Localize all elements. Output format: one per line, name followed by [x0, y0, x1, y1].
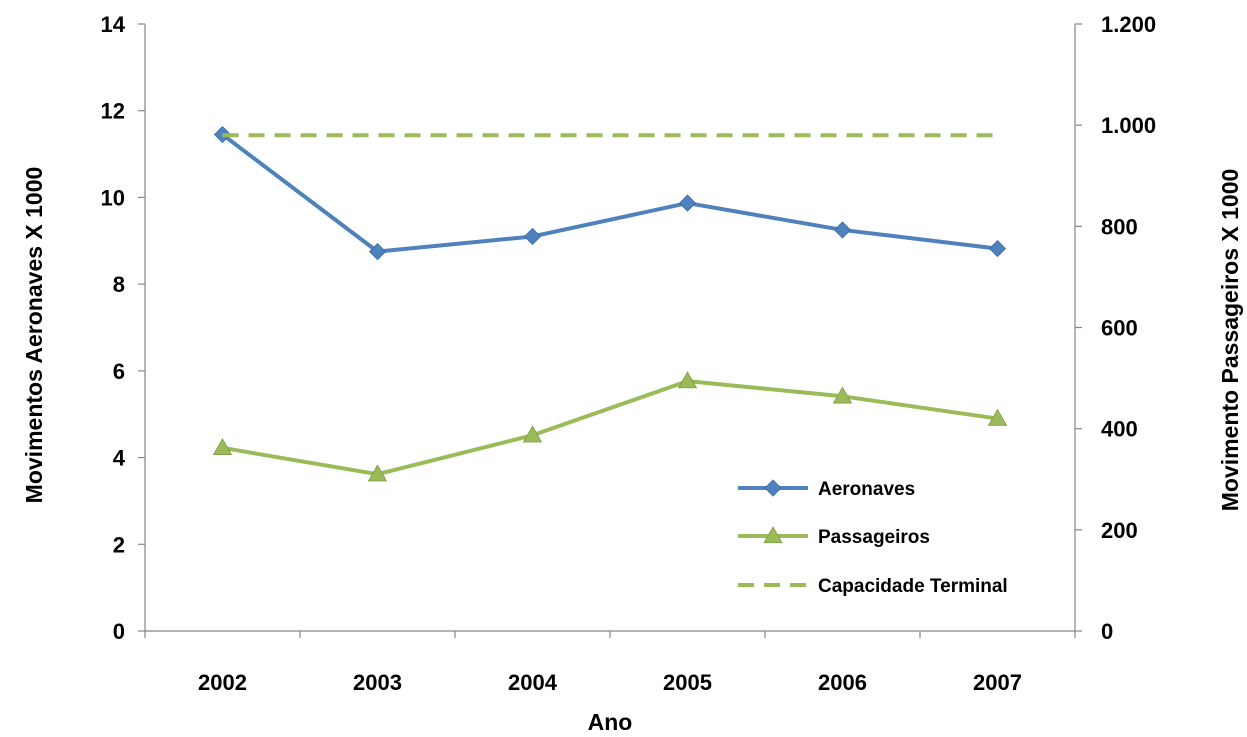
legend: Aeronaves Passageiros Capacidade Terminal [738, 479, 1008, 597]
left-tick-label: 14 [101, 12, 126, 37]
right-axis-ticks: 0 200 400 600 800 1.000 1.200 [1075, 12, 1156, 644]
series-layer [212, 125, 1008, 482]
x-axis-ticks: 2002 2003 2004 2005 2006 2007 [144, 631, 1076, 695]
x-axis-title: Ano [588, 709, 633, 735]
right-tick-label: 0 [1101, 619, 1113, 644]
legend-item: Passageiros [738, 526, 930, 548]
legend-item: Aeronaves [738, 479, 915, 500]
left-tick-label: 4 [113, 446, 126, 471]
series-aeronaves [213, 125, 1007, 261]
diamond-marker [368, 243, 387, 261]
legend-label: Passageiros [818, 527, 930, 548]
triangle-marker [677, 371, 698, 389]
triangle-marker [522, 425, 543, 443]
left-tick-label: 12 [101, 99, 125, 124]
triangle-marker [763, 526, 783, 544]
triangle-marker [367, 464, 388, 482]
triangle-marker [832, 386, 853, 404]
x-tick-label: 2004 [508, 670, 558, 695]
right-axis-title: Movimento Passageiros X 1000 [1217, 169, 1243, 512]
left-axis-title: Movimentos Aeronaves X 1000 [21, 167, 47, 504]
diamond-marker [523, 227, 542, 246]
right-tick-label: 400 [1101, 417, 1138, 442]
left-tick-label: 2 [113, 532, 125, 557]
x-tick-label: 2003 [353, 670, 402, 695]
series-line [221, 132, 998, 254]
legend-label: Capacidade Terminal [818, 576, 1008, 597]
legend-item: Capacidade Terminal [738, 576, 1008, 597]
x-tick-label: 2002 [198, 670, 247, 695]
diamond-marker [833, 221, 852, 239]
left-tick-label: 8 [113, 272, 125, 297]
left-tick-label: 0 [113, 619, 125, 644]
right-tick-label: 600 [1101, 316, 1138, 341]
axes [144, 24, 1076, 632]
right-tick-label: 1.200 [1101, 12, 1156, 37]
right-tick-label: 200 [1101, 518, 1138, 543]
series-passageiros [212, 371, 1008, 482]
left-tick-label: 10 [101, 185, 125, 210]
legend-label: Aeronaves [818, 479, 915, 500]
triangle-marker [987, 408, 1008, 426]
left-axis-ticks: 0 2 4 6 8 10 12 14 [101, 12, 145, 644]
x-tick-label: 2006 [818, 670, 867, 695]
diamond-marker [764, 479, 782, 497]
series-line [222, 379, 998, 477]
left-tick-label: 6 [113, 359, 125, 384]
x-tick-label: 2005 [663, 670, 712, 695]
x-tick-label: 2007 [973, 670, 1022, 695]
right-tick-label: 800 [1101, 214, 1138, 239]
triangle-marker [212, 438, 233, 456]
diamond-marker [988, 240, 1007, 258]
right-tick-label: 1.000 [1101, 113, 1156, 138]
diamond-marker [678, 194, 697, 212]
